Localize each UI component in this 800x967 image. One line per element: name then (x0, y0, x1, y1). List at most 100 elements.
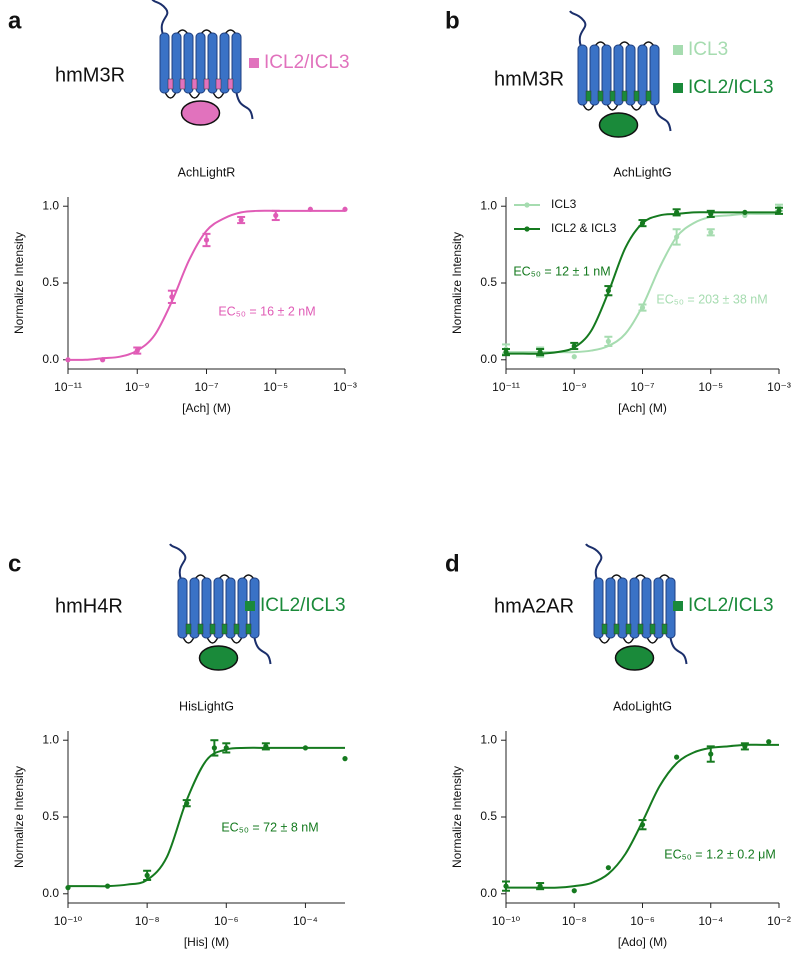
helix (589, 44, 600, 106)
helix (231, 32, 242, 94)
data-point (169, 294, 175, 300)
data-point (571, 354, 577, 360)
legend-marker (524, 202, 530, 208)
y-tick-label: 1.0 (42, 732, 59, 746)
panel-letter: c (8, 550, 21, 577)
x-tick-label: 10⁻⁹ (562, 380, 587, 394)
helix (159, 32, 170, 94)
y-tick-label: 1.0 (480, 732, 497, 746)
data-point (263, 743, 269, 749)
x-axis-label: [His] (M) (184, 935, 229, 949)
helix (577, 44, 588, 106)
data-point (776, 208, 782, 214)
loop-insert (197, 623, 204, 635)
legend-label: ICL2 & ICL3 (551, 221, 617, 235)
data-point (674, 754, 680, 760)
c-terminus (653, 104, 672, 132)
panel-letter: b (445, 7, 460, 34)
x-tick-label: 10⁻¹¹ (54, 380, 82, 394)
y-tick-label: 0.5 (42, 275, 59, 289)
loop-insert (645, 90, 652, 102)
helix (201, 577, 212, 639)
helix (617, 577, 628, 639)
loop-insert (221, 623, 228, 635)
x-axis-label: [Ach] (M) (182, 401, 231, 415)
n-terminus (569, 10, 587, 50)
x-axis-label: [Ado] (M) (618, 935, 667, 949)
chart-title: AdoLightG (613, 699, 672, 713)
y-axis-label: Normalize Intensity (450, 766, 464, 868)
construct-name: hmA2AR (494, 595, 574, 617)
y-tick-label: 0.0 (42, 886, 59, 900)
data-point (144, 872, 150, 878)
helix (593, 577, 604, 639)
receptor-diagram (585, 543, 688, 671)
fit-curve (67, 746, 345, 888)
data-point (639, 304, 646, 311)
c-terminus (235, 92, 254, 120)
y-tick-label: 0.5 (480, 275, 497, 289)
y-axis-label: Normalize Intensity (12, 232, 26, 334)
helix (629, 577, 640, 639)
panel-letter: a (8, 7, 22, 34)
data-point (273, 212, 279, 219)
data-point (65, 885, 71, 891)
y-tick-label: 0.0 (480, 886, 497, 900)
data-point (674, 209, 680, 215)
helix (219, 32, 230, 94)
data-point (211, 745, 217, 751)
helix (171, 32, 182, 94)
fit-curve (67, 209, 345, 361)
helix (641, 577, 652, 639)
x-tick-label: 10⁻⁷ (194, 380, 218, 394)
data-point (742, 743, 748, 749)
helix (207, 32, 218, 94)
data-point (571, 888, 577, 894)
data-point (639, 220, 646, 226)
loop-insert (191, 78, 198, 90)
loop-insert (637, 623, 644, 635)
x-tick-label: 10⁻² (767, 914, 791, 928)
panel-letter: d (445, 550, 460, 577)
helix (177, 577, 188, 639)
data-point (104, 883, 111, 889)
loop-insert (209, 623, 216, 635)
data-point (537, 883, 543, 889)
data-point (605, 288, 611, 294)
data-point (342, 756, 348, 762)
y-tick-label: 1.0 (480, 198, 497, 212)
construct-name: hmM3R (494, 68, 564, 90)
x-tick-label: 10⁻⁸ (562, 914, 587, 928)
helix (189, 577, 200, 639)
construct-name: hmH4R (55, 595, 123, 617)
loop-insert (601, 623, 608, 635)
diagram-legend-swatch (245, 601, 255, 611)
data-point (605, 865, 611, 871)
n-terminus (585, 543, 603, 583)
data-point (223, 745, 229, 751)
helix (625, 44, 636, 106)
fit-curve (506, 211, 779, 355)
annotation: EC₅₀ = 16 ± 2 nM (218, 304, 315, 318)
helix (601, 44, 612, 106)
helix (183, 32, 194, 94)
data-point (238, 217, 244, 223)
helix (637, 44, 648, 106)
sensor-protein (198, 645, 239, 671)
loop-insert (179, 78, 186, 90)
x-tick-label: 10⁻⁵ (698, 380, 723, 394)
sensor-protein (598, 112, 639, 138)
x-tick-label: 10⁻¹⁰ (492, 914, 521, 928)
diagram-legend-label: ICL2/ICL3 (264, 52, 350, 73)
y-axis-label: Normalize Intensity (450, 232, 464, 334)
chart-title: HisLightG (179, 699, 234, 713)
annotation: EC₅₀ = 12 ± 1 nM (513, 264, 610, 278)
receptor-diagram (169, 543, 272, 671)
x-tick-label: 10⁻⁴ (698, 914, 723, 928)
data-point (639, 822, 646, 828)
data-point (708, 229, 714, 235)
x-tick-label: 10⁻⁵ (263, 380, 288, 394)
loop-insert (597, 90, 604, 102)
loop-insert (203, 78, 210, 90)
